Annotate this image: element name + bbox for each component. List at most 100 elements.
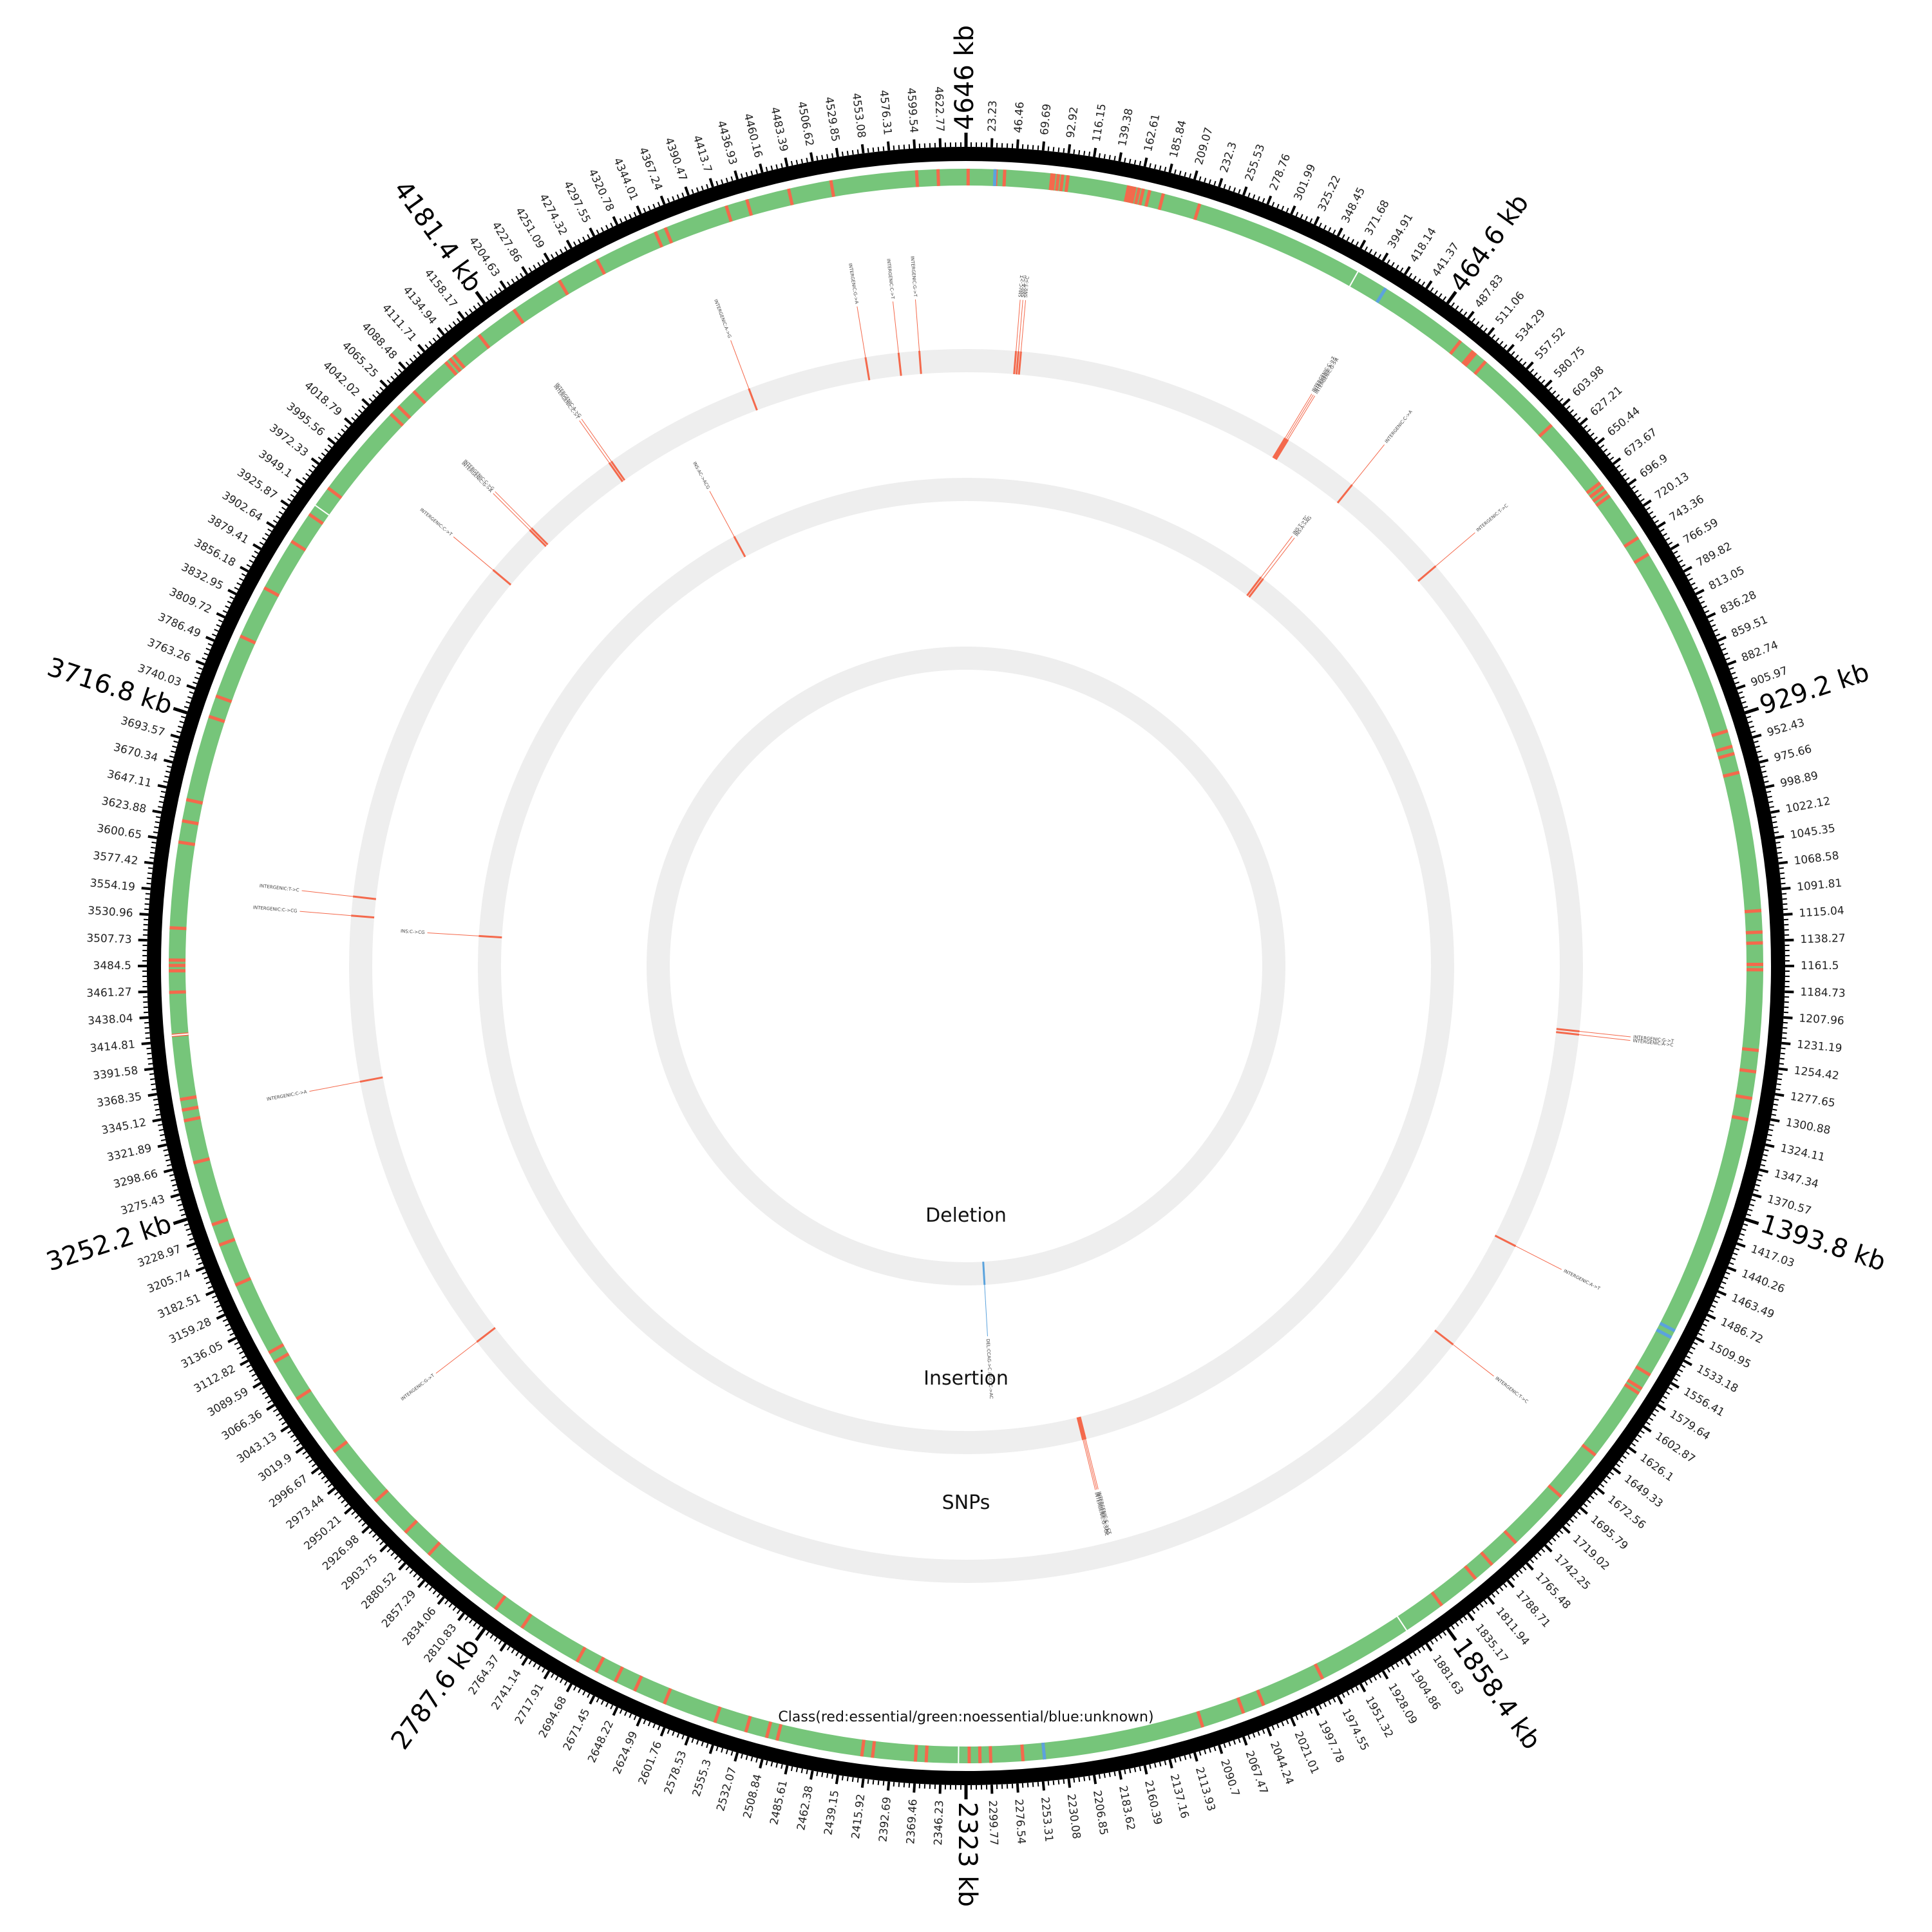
sub-tick bbox=[564, 246, 568, 251]
variant-mark bbox=[1556, 1031, 1580, 1036]
snps-track-title: SNPs bbox=[942, 1492, 990, 1514]
sub-tick bbox=[1773, 826, 1778, 829]
essential-gene-mark bbox=[178, 840, 196, 846]
minor-tick-label: 278.76 bbox=[1267, 152, 1293, 193]
sub-tick bbox=[862, 1778, 864, 1784]
sub-tick bbox=[638, 1717, 641, 1723]
sub-tick bbox=[444, 1600, 449, 1605]
sub-tick bbox=[1455, 305, 1459, 310]
sub-tick bbox=[750, 171, 753, 176]
sub-tick bbox=[1459, 308, 1463, 313]
sub-tick bbox=[354, 1515, 359, 1519]
sub-tick bbox=[1399, 1660, 1404, 1665]
sub-tick bbox=[276, 1413, 281, 1417]
sub-tick bbox=[903, 144, 905, 149]
sub-tick bbox=[1686, 1355, 1691, 1359]
minor-tick-label: 511.06 bbox=[1493, 289, 1527, 327]
sub-tick bbox=[1144, 162, 1146, 167]
sub-tick bbox=[893, 1781, 895, 1787]
sub-tick bbox=[485, 296, 489, 301]
sub-tick bbox=[1475, 321, 1480, 326]
sub-tick bbox=[270, 1404, 275, 1408]
track-background bbox=[647, 647, 1285, 1285]
sub-tick bbox=[629, 1713, 632, 1718]
essential-gene-mark bbox=[448, 357, 462, 373]
sub-tick bbox=[1551, 390, 1557, 395]
sub-tick bbox=[1238, 189, 1241, 194]
variant-connector bbox=[893, 301, 899, 353]
minor-tick-label: 348.45 bbox=[1339, 185, 1368, 225]
sub-tick bbox=[1396, 265, 1399, 270]
sub-tick bbox=[515, 1651, 519, 1656]
sub-tick bbox=[413, 1573, 417, 1578]
sub-tick bbox=[1609, 456, 1615, 460]
sub-tick bbox=[806, 157, 808, 163]
variant-label: INTERGENIC:C->A bbox=[267, 1089, 308, 1102]
variant-connector bbox=[1018, 299, 1023, 352]
sub-tick bbox=[1159, 1761, 1162, 1766]
sub-tick bbox=[1499, 341, 1504, 346]
minor-tick-label: 3391.58 bbox=[92, 1065, 138, 1083]
sub-tick bbox=[1741, 701, 1747, 704]
sub-tick bbox=[305, 473, 310, 477]
sub-tick bbox=[209, 1291, 215, 1294]
variant-connector bbox=[1286, 394, 1314, 439]
sub-tick bbox=[652, 204, 656, 209]
minor-tick-label: 4320.78 bbox=[585, 167, 616, 213]
sub-tick bbox=[1213, 1746, 1217, 1752]
minor-tick-label: 2137.16 bbox=[1168, 1773, 1191, 1820]
sub-tick bbox=[1780, 877, 1785, 880]
sub-tick bbox=[1695, 591, 1701, 595]
minor-tick-label: 325.22 bbox=[1316, 173, 1343, 213]
sub-tick bbox=[1651, 515, 1656, 519]
sub-tick bbox=[1770, 811, 1776, 813]
sub-tick bbox=[1756, 1179, 1761, 1182]
sub-tick bbox=[1702, 605, 1707, 609]
variant-label: INTERGENIC:T->C bbox=[259, 884, 299, 893]
sub-tick bbox=[696, 187, 699, 193]
sub-tick bbox=[220, 1314, 225, 1318]
sub-tick bbox=[1734, 681, 1739, 685]
major-tick bbox=[1446, 1627, 1457, 1642]
sub-tick bbox=[706, 184, 709, 189]
variant-connector bbox=[495, 491, 532, 529]
sub-tick bbox=[1305, 216, 1308, 221]
sub-tick bbox=[1507, 347, 1511, 352]
sub-tick bbox=[1759, 1169, 1765, 1172]
sub-tick bbox=[1037, 145, 1039, 151]
sub-tick bbox=[1247, 193, 1251, 198]
sub-tick bbox=[1434, 290, 1438, 295]
sub-tick bbox=[1736, 1242, 1741, 1246]
sub-tick bbox=[251, 554, 256, 559]
sub-tick bbox=[533, 1662, 536, 1667]
sub-tick bbox=[1590, 1495, 1595, 1500]
sub-tick bbox=[1559, 1530, 1564, 1535]
sub-tick bbox=[715, 180, 719, 186]
essential-gene-mark bbox=[215, 694, 232, 703]
sub-tick bbox=[172, 1184, 177, 1187]
essential-gene-mark bbox=[860, 1739, 866, 1757]
essential-gene-mark bbox=[764, 1721, 773, 1739]
minor-tick-label: 2624.99 bbox=[611, 1729, 640, 1776]
sub-tick bbox=[394, 1555, 399, 1560]
essential-gene-mark bbox=[913, 1745, 918, 1762]
sub-tick bbox=[397, 1559, 402, 1564]
sub-tick bbox=[790, 1766, 793, 1772]
sub-tick bbox=[1752, 735, 1757, 739]
sub-tick bbox=[1779, 872, 1785, 875]
sub-tick bbox=[1715, 1295, 1720, 1299]
variant-mark bbox=[1336, 484, 1353, 504]
sub-tick bbox=[1634, 1438, 1639, 1443]
sub-tick bbox=[1673, 1378, 1678, 1381]
minor-tick-label: 2021.01 bbox=[1292, 1729, 1321, 1776]
sub-tick bbox=[1242, 191, 1246, 196]
sub-tick bbox=[256, 546, 261, 550]
variant-connector bbox=[1453, 1344, 1494, 1377]
variant-mark bbox=[610, 460, 626, 481]
sub-tick bbox=[1705, 1318, 1710, 1322]
sub-tick bbox=[209, 638, 215, 641]
sub-tick bbox=[397, 368, 402, 373]
sub-tick bbox=[156, 811, 162, 813]
sub-tick bbox=[582, 236, 586, 242]
minor-tick-label: 3414.81 bbox=[90, 1038, 136, 1056]
